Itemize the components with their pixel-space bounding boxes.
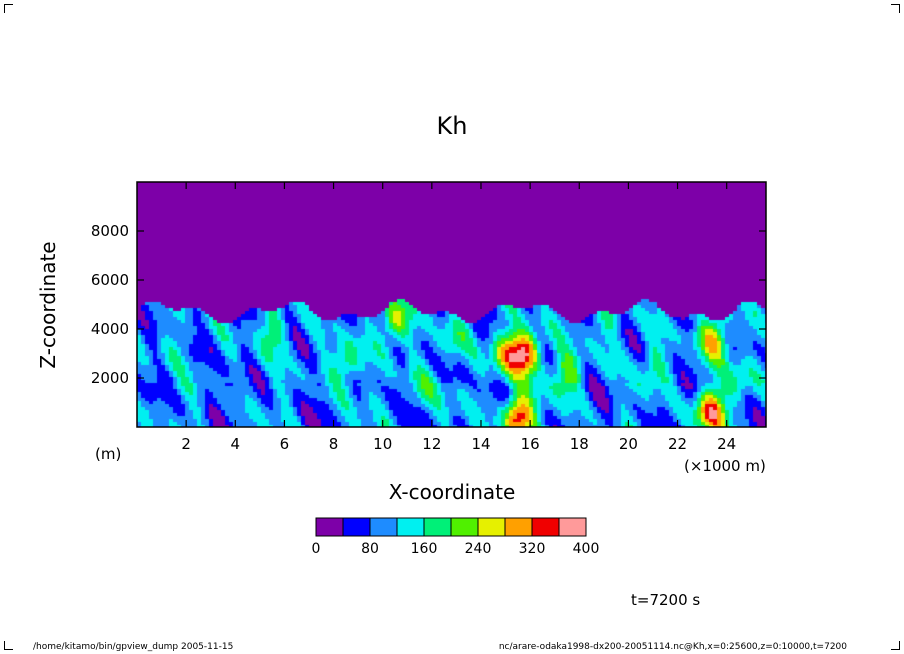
colorbar-swatch: [369, 517, 398, 537]
x-tick-label: 10: [373, 435, 392, 453]
colorbar-swatch: [477, 517, 506, 537]
x-tick-label: 8: [329, 435, 339, 453]
x-tick-label: 24: [717, 435, 736, 453]
x-tick-label: 18: [570, 435, 589, 453]
colorbar-label: 400: [573, 541, 600, 557]
colorbar-swatch: [531, 517, 560, 537]
colorbar-label: 240: [465, 541, 492, 557]
corner-mark-bottom-right: [891, 641, 900, 650]
x-tick-label: 12: [422, 435, 441, 453]
y-tick-label: 8000: [91, 222, 129, 240]
x-axis-label: X-coordinate: [388, 480, 516, 504]
colorbar-swatch: [315, 517, 344, 537]
chart-title: Kh: [436, 112, 468, 140]
y-tick-label: 4000: [91, 320, 129, 338]
plot-frame: [136, 181, 767, 428]
y-tick-label: 6000: [91, 271, 129, 289]
colorbar-swatch: [450, 517, 479, 537]
colorbar-swatch: [396, 517, 425, 537]
colorbar-label: 320: [519, 541, 546, 557]
y-axis-unit: (m): [95, 445, 122, 463]
colorbar-swatch: [342, 517, 371, 537]
colorbar-label: 0: [312, 541, 321, 557]
colorbar-swatch: [504, 517, 533, 537]
y-tick-label: 2000: [91, 369, 129, 387]
x-tick-label: 2: [181, 435, 191, 453]
corner-mark-top-left: [4, 4, 13, 13]
heatmap-canvas: [137, 182, 766, 427]
colorbar-label: 80: [361, 541, 379, 557]
x-axis-unit: (×1000 m): [684, 457, 766, 475]
time-label: t=7200 s: [631, 591, 701, 609]
x-tick-label: 4: [231, 435, 241, 453]
corner-mark-bottom-left: [4, 641, 13, 650]
x-tick-label: 6: [280, 435, 290, 453]
x-tick-label: 16: [521, 435, 540, 453]
colorbar-swatch: [558, 517, 587, 537]
x-tick-label: 20: [619, 435, 638, 453]
footer-left: /home/kitamo/bin/gpview_dump 2005-11-15: [33, 642, 234, 652]
x-tick-label: 22: [668, 435, 687, 453]
x-tick-label: 14: [471, 435, 490, 453]
colorbar-label: 160: [411, 541, 438, 557]
corner-mark-top-right: [891, 4, 900, 13]
colorbar-swatch: [423, 517, 452, 537]
footer-right: nc/arare-odaka1998-dx200-20051114.nc@Kh,…: [498, 642, 847, 652]
